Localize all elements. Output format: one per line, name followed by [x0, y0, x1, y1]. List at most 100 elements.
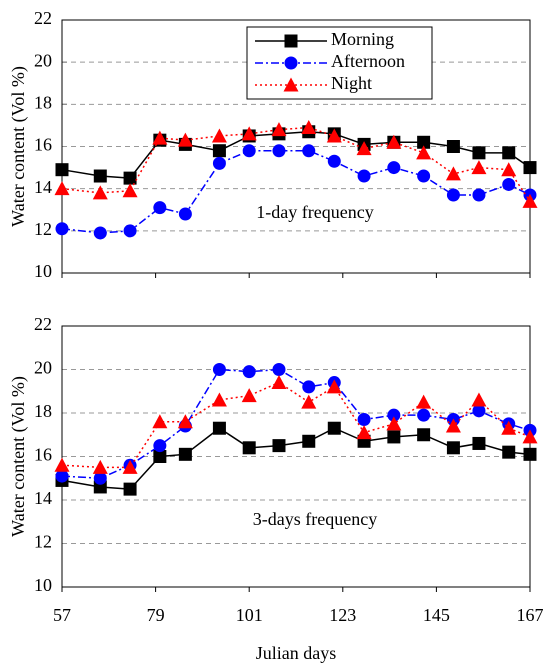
marker: [501, 420, 517, 435]
marker: [446, 188, 460, 202]
marker: [242, 441, 256, 455]
marker: [122, 459, 138, 474]
marker: [387, 161, 401, 175]
marker: [417, 135, 431, 149]
marker: [522, 193, 538, 208]
marker: [302, 434, 316, 448]
marker: [92, 185, 108, 200]
y-tick-label: 14: [34, 177, 52, 197]
marker: [357, 413, 371, 427]
marker: [123, 171, 137, 185]
x-tick-label: 79: [147, 605, 165, 625]
marker: [501, 162, 517, 177]
marker: [357, 169, 371, 183]
plot-frame: [61, 19, 531, 274]
marker: [417, 169, 431, 183]
marker: [272, 363, 286, 376]
marker: [522, 429, 538, 444]
legend-marker: [284, 56, 298, 70]
marker: [93, 471, 107, 485]
marker: [55, 469, 69, 483]
y-tick-label: 12: [34, 219, 52, 239]
marker: [153, 201, 167, 215]
marker: [417, 428, 431, 442]
y-tick-label: 12: [34, 532, 52, 552]
marker: [387, 408, 401, 422]
marker: [301, 120, 317, 135]
marker: [177, 132, 193, 147]
series-line: [61, 126, 531, 202]
marker: [152, 130, 168, 145]
marker: [55, 222, 69, 236]
marker: [178, 207, 192, 221]
x-tick-label: 145: [423, 605, 450, 625]
x-tick-label: 101: [236, 605, 263, 625]
y-tick-label: 22: [34, 8, 52, 28]
marker: [212, 421, 226, 435]
marker: [122, 183, 138, 198]
legend-label: Afternoon: [331, 51, 405, 71]
marker: [153, 439, 167, 453]
marker: [472, 436, 486, 450]
series-line: [61, 368, 531, 480]
y-axis-title: Water content (Vol %): [8, 66, 29, 227]
marker: [356, 141, 372, 156]
marker: [242, 144, 256, 158]
marker: [445, 418, 461, 433]
marker: [212, 363, 226, 376]
marker: [445, 166, 461, 181]
y-tick-label: 16: [34, 135, 52, 155]
series-line: [61, 149, 531, 234]
marker: [123, 482, 137, 496]
marker: [211, 128, 227, 143]
marker: [93, 169, 107, 183]
marker: [327, 154, 341, 168]
y-tick-label: 18: [34, 92, 52, 112]
annotation: 3-days frequency: [253, 509, 377, 529]
marker: [523, 161, 537, 175]
marker: [211, 392, 227, 407]
marker: [54, 181, 70, 196]
marker: [326, 128, 342, 143]
marker: [123, 224, 137, 238]
marker: [271, 122, 287, 137]
marker: [152, 414, 168, 429]
marker: [502, 146, 516, 160]
x-axis-title: Julian days: [256, 643, 337, 663]
legend-marker: [283, 77, 299, 92]
y-tick-label: 16: [34, 445, 52, 465]
marker: [93, 226, 107, 240]
marker: [302, 380, 316, 394]
marker: [446, 140, 460, 153]
marker: [271, 375, 287, 390]
marker: [327, 421, 341, 435]
series-line: [61, 130, 531, 179]
marker: [471, 392, 487, 407]
marker: [387, 430, 401, 444]
marker: [55, 163, 69, 177]
y-tick-label: 10: [34, 261, 52, 281]
annotation: 1-day frequency: [256, 202, 373, 222]
marker: [356, 425, 372, 440]
marker: [386, 134, 402, 149]
marker: [241, 388, 257, 403]
marker: [502, 177, 516, 191]
y-tick-label: 20: [34, 50, 52, 70]
legend-label: Night: [331, 73, 372, 93]
y-axis-title: Water content (Vol %): [8, 376, 29, 537]
marker: [54, 457, 70, 472]
marker: [178, 447, 192, 461]
marker: [272, 439, 286, 453]
y-tick-label: 14: [34, 488, 52, 508]
x-tick-label: 57: [53, 605, 71, 625]
legend-marker: [284, 34, 298, 48]
x-tick-label: 123: [329, 605, 356, 625]
marker: [523, 447, 537, 461]
marker: [272, 144, 286, 158]
marker: [471, 160, 487, 175]
marker: [92, 459, 108, 474]
marker: [242, 365, 256, 379]
series-line: [61, 381, 531, 469]
marker: [326, 379, 342, 394]
marker: [212, 144, 226, 158]
